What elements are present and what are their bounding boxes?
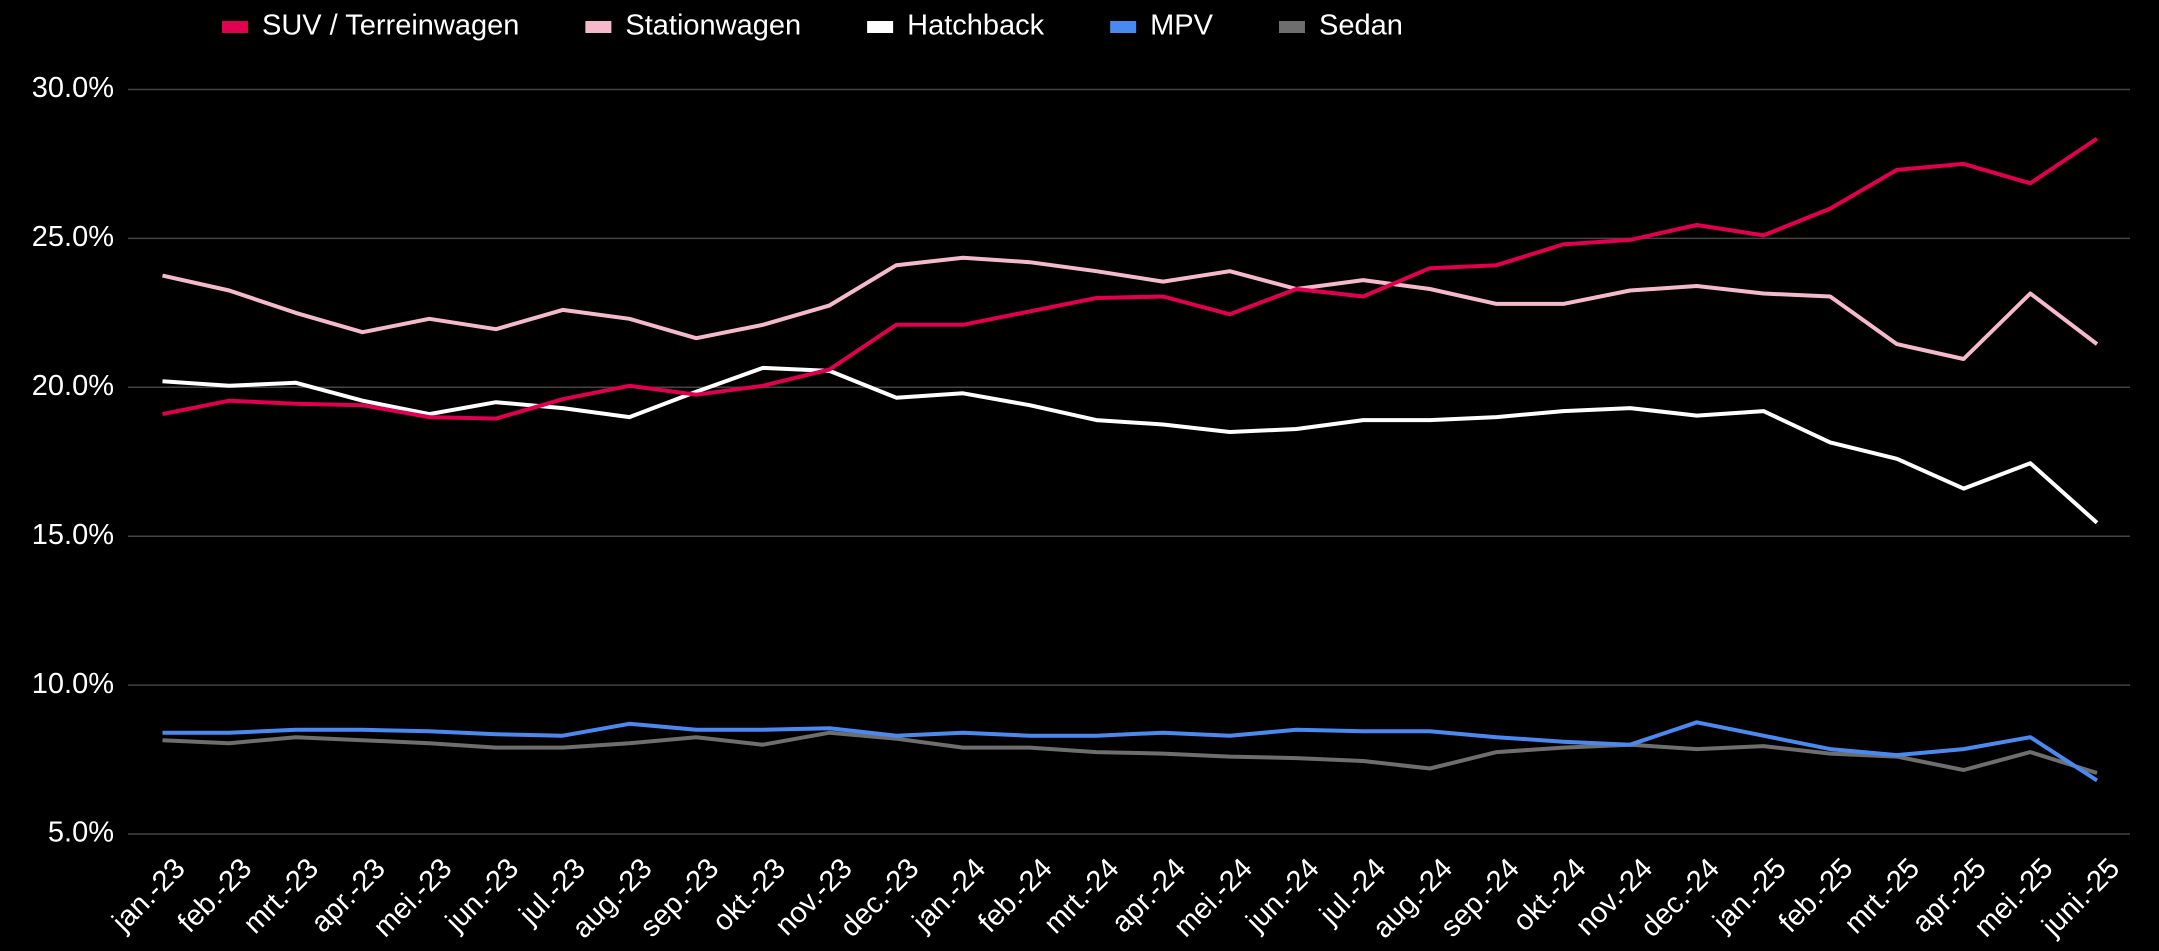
legend-marker: [1278, 21, 1305, 33]
x-tick-label: mrt.-25: [1838, 852, 1926, 940]
line-series: [162, 136, 2099, 421]
x-tick-label: mrt.-23: [237, 852, 325, 940]
x-tick-label: jan.-23: [106, 852, 192, 938]
line-series: [162, 720, 2099, 783]
legend-label: Hatchback: [907, 10, 1045, 42]
legend-label: Stationwagen: [625, 10, 801, 42]
x-tick-label: jun.-23: [439, 852, 525, 938]
x-tick-label: jan.-25: [1707, 852, 1793, 938]
legend-marker: [867, 21, 894, 33]
y-tick-label: 20.0%: [32, 370, 114, 402]
y-tick-label: 5.0%: [48, 817, 114, 849]
legend-marker: [1110, 21, 1137, 33]
legend-label: SUV / Terreinwagen: [262, 10, 519, 42]
legend-label: MPV: [1150, 10, 1214, 42]
y-tick-label: 30.0%: [32, 72, 114, 104]
x-tick-label: jun.-24: [1240, 852, 1326, 938]
line-series: [162, 255, 2099, 361]
legend-label: Sedan: [1319, 10, 1403, 42]
legend-marker: [585, 21, 612, 33]
y-tick-label: 10.0%: [32, 668, 114, 700]
y-tick-label: 25.0%: [32, 221, 114, 253]
y-tick-label: 15.0%: [32, 519, 114, 551]
x-tick-label: mrt.-24: [1038, 852, 1126, 940]
line-series: [162, 365, 2099, 525]
line-series: [162, 730, 2098, 775]
legend-marker: [222, 21, 248, 33]
x-tick-label: jan.-24: [906, 852, 992, 938]
